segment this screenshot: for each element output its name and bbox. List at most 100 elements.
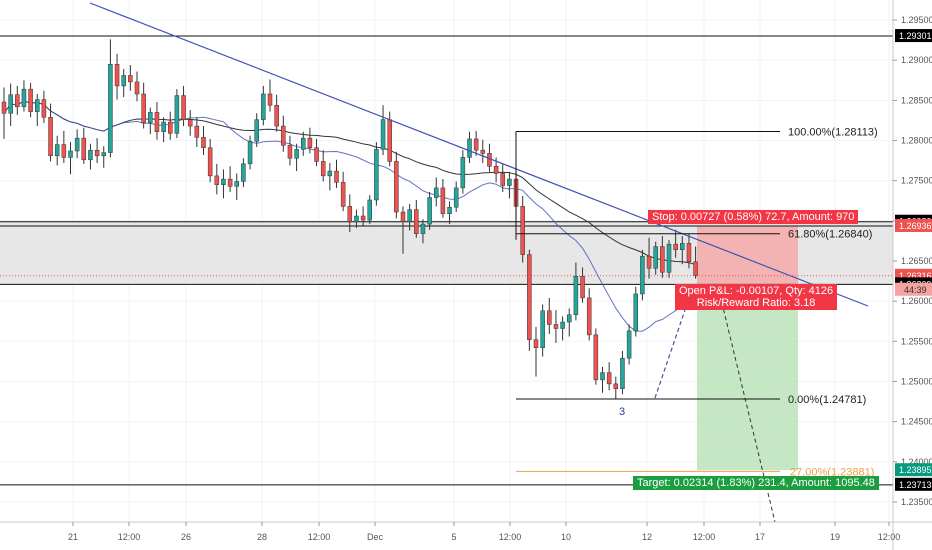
candle-up xyxy=(301,137,306,150)
candle-down xyxy=(686,243,692,263)
candle-down xyxy=(81,137,87,161)
price-tag-bg xyxy=(895,463,932,477)
price-tag-text: 1.26316 xyxy=(899,271,932,281)
candle-up xyxy=(460,157,466,189)
time-tick-label: 28 xyxy=(257,532,267,542)
price-tick-label: 1.26500 xyxy=(901,256,932,266)
pnl-info-box[interactable]: Open P&L: -0.00107, Qty: 4126 Risk/Rewar… xyxy=(675,284,838,310)
candle-down xyxy=(673,243,678,251)
price-tag-text: 1.29301 xyxy=(899,31,932,41)
candle-down xyxy=(181,95,186,120)
candle-down xyxy=(586,297,592,336)
candle-up xyxy=(108,63,113,153)
time-tick-label: 26 xyxy=(181,532,191,542)
candle-down xyxy=(114,63,120,87)
candle-down xyxy=(168,121,173,134)
pnl-text: Open P&L: -0.00107, Qty: 4126 xyxy=(679,285,834,297)
candle-down xyxy=(287,145,293,159)
candle-down xyxy=(15,94,20,108)
candle-down xyxy=(593,334,599,381)
trendline xyxy=(89,2,869,307)
candle-up xyxy=(327,170,333,177)
candle-up xyxy=(467,138,472,158)
candle-down xyxy=(207,147,213,177)
price-tag-1.26936: 1.26936 xyxy=(895,218,932,232)
candle-up xyxy=(653,246,658,269)
time-tick-label: 12:00 xyxy=(499,532,522,542)
price-tag-bg xyxy=(895,477,932,491)
candles xyxy=(1,39,698,400)
candle-down xyxy=(414,209,419,234)
stop-info-box[interactable]: Stop: 0.00727 (0.58%) 72.7, Amount: 970 xyxy=(648,210,859,224)
candle-up xyxy=(221,178,226,185)
candle-up xyxy=(507,178,512,186)
countdown-text: 44:39 xyxy=(904,285,927,295)
candle-up xyxy=(633,293,638,332)
time-tick-label: Dec xyxy=(367,532,384,542)
candle-down xyxy=(274,104,279,127)
stop-zone xyxy=(697,225,798,285)
candle-down xyxy=(660,246,665,273)
candle-up xyxy=(567,314,572,323)
candle-up xyxy=(640,255,645,295)
price-axis[interactable]: 1.295001.290001.285001.280001.275001.270… xyxy=(892,0,932,550)
candle-down xyxy=(394,161,399,213)
candle-up xyxy=(8,94,13,114)
candle-down xyxy=(201,137,206,149)
candle-up xyxy=(666,243,672,273)
moving-averages xyxy=(3,100,696,332)
candle-down xyxy=(580,276,585,299)
countdown-tag: 44:39 xyxy=(895,282,932,296)
candle-up xyxy=(35,99,40,112)
candle-down xyxy=(440,187,446,214)
candle-down xyxy=(646,255,652,269)
candle-down xyxy=(500,173,505,186)
candle-up xyxy=(254,119,259,142)
fib-labels: 100.00%(1.28113) 61.80%(1.26840) 0.00%(1.2… xyxy=(788,126,878,478)
wave-3-line xyxy=(654,306,687,399)
candle-up xyxy=(74,137,80,152)
candle-down xyxy=(314,147,319,162)
candle-up xyxy=(680,243,685,251)
candle-up xyxy=(420,223,426,234)
price-tick-label: 1.24000 xyxy=(901,457,932,467)
candle-up xyxy=(234,181,239,187)
candle-down xyxy=(281,125,286,146)
candle-up xyxy=(161,121,166,132)
candle-down xyxy=(473,138,479,151)
candle-down xyxy=(387,119,392,162)
price-tick-label: 1.27500 xyxy=(901,176,932,186)
candle-up xyxy=(148,112,153,124)
candle-up xyxy=(354,215,359,222)
time-axis[interactable]: 21 12:00 26 28 12:00 Dec 5 12:00 10 12 12:00 17 19 12… xyxy=(0,521,932,542)
time-tick-label: 5 xyxy=(451,532,456,542)
candle-down xyxy=(493,165,499,174)
price-tick-label: 1.23500 xyxy=(901,497,932,507)
candle-down xyxy=(360,215,366,221)
wave-label: 3 xyxy=(619,406,625,418)
fib-label-0: 100.00%(1.28113) xyxy=(788,126,878,138)
candle-down xyxy=(520,206,525,255)
price-tick-label: 1.25000 xyxy=(901,376,932,386)
candle-up xyxy=(626,330,632,359)
candle-down xyxy=(134,81,140,95)
candle-down xyxy=(533,339,539,348)
target-zone xyxy=(697,284,798,471)
candle-down xyxy=(480,149,486,154)
candle-up xyxy=(174,95,180,134)
target-text: Target: 0.02314 (1.83%) 231.4, Amount: 1… xyxy=(637,477,875,489)
candle-down xyxy=(307,137,313,149)
candle-up xyxy=(68,150,73,158)
candle-up xyxy=(540,310,545,348)
price-tag-1.23713: 1.23713 xyxy=(895,477,932,491)
target-info-box[interactable]: Target: 0.02314 (1.83%) 231.4, Amount: 1… xyxy=(633,476,879,490)
candle-down xyxy=(41,99,47,118)
time-tick-label: 10 xyxy=(561,532,571,542)
position-zones xyxy=(0,221,893,471)
price-tick-label: 1.29500 xyxy=(901,15,932,25)
candle-down xyxy=(487,153,492,167)
time-tick-label: 12:00 xyxy=(118,532,141,542)
time-tick-label: 19 xyxy=(830,532,840,542)
fib-label-2: 0.00%(1.24781) xyxy=(788,394,866,406)
